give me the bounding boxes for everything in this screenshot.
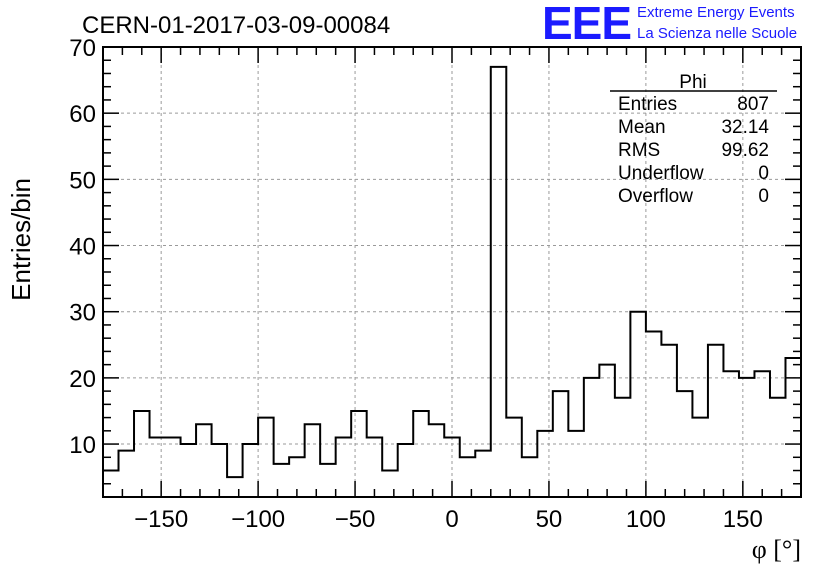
y-tick-label: 20 <box>69 366 96 393</box>
grid-lines <box>103 46 801 497</box>
stats-value: 32.14 <box>721 117 769 138</box>
stats-label: Underflow <box>618 163 704 184</box>
stats-label: Entries <box>618 94 677 115</box>
y-tick-labels: 10 20 30 40 50 60 70 <box>69 35 96 459</box>
x-tick-label: 0 <box>445 506 458 533</box>
y-axis-label: Entries/bin <box>6 178 36 301</box>
x-tick-label: 100 <box>626 506 666 533</box>
stats-title: Phi <box>679 72 706 93</box>
stats-label: Overflow <box>618 186 693 207</box>
y-tick-label: 40 <box>69 234 96 261</box>
x-tick-label: −50 <box>335 506 376 533</box>
histogram-outline <box>103 65 802 479</box>
stats-value: 807 <box>737 94 769 115</box>
logo-line-1: Extreme Energy Events <box>637 4 795 21</box>
chart-title: CERN-01-2017-03-09-00084 <box>82 12 390 39</box>
stats-label: Mean <box>618 117 666 138</box>
y-tick-label: 30 <box>69 300 96 327</box>
stats-value: 0 <box>758 186 769 207</box>
y-tick-label: 70 <box>69 35 96 62</box>
x-tick-label: −100 <box>231 506 285 533</box>
axis-ticks <box>102 46 802 498</box>
stats-value: 99.62 <box>721 140 769 161</box>
y-tick-label: 60 <box>69 101 96 128</box>
y-tick-label: 10 <box>69 432 96 459</box>
x-axis-label: φ [°] <box>752 535 801 564</box>
stats-label: RMS <box>618 140 660 161</box>
y-tick-label: 50 <box>69 167 96 194</box>
x-tick-label: 150 <box>723 506 763 533</box>
eee-logo: EEE <box>542 0 632 49</box>
x-tick-labels: −150 −100 −50 0 50 100 150 <box>134 506 763 533</box>
stats-value: 0 <box>758 163 769 184</box>
x-tick-label: 50 <box>536 506 563 533</box>
x-tick-label: −150 <box>134 506 188 533</box>
logo-line-2: La Scienza nelle Scuole <box>637 25 798 42</box>
